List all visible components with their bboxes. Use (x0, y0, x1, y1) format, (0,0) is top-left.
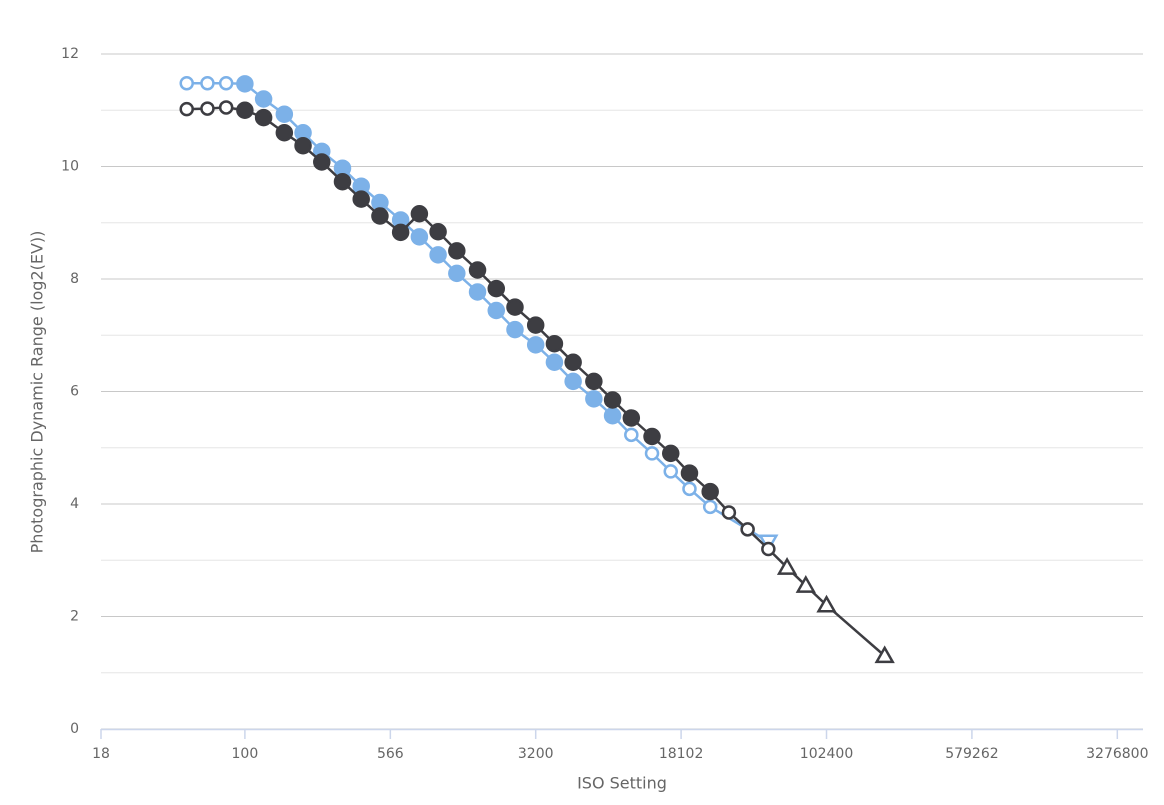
x-axis-label: ISO Setting (577, 774, 667, 793)
point-marker (795, 575, 816, 593)
point-marker (487, 301, 506, 320)
point-marker (448, 242, 466, 260)
point-marker (468, 261, 487, 279)
point-marker (448, 264, 466, 283)
point-marker (702, 499, 718, 515)
x-tick-label: 579262 (945, 746, 998, 762)
point-marker (526, 316, 545, 334)
point-marker (624, 427, 639, 443)
point-marker (585, 372, 603, 391)
point-marker (506, 320, 524, 339)
y-axis-label: Photographic Dynamic Range (log2(EV)) (28, 231, 47, 554)
x-tick-label: 566 (377, 746, 404, 762)
point-marker (200, 76, 215, 91)
y-tick-label: 4 (70, 496, 79, 512)
point-marker (487, 279, 506, 298)
point-marker (545, 353, 564, 371)
y-tick-label: 12 (61, 46, 79, 62)
point-marker (236, 101, 254, 119)
point-marker (371, 207, 389, 225)
point-marker (874, 645, 895, 664)
point-marker (200, 101, 215, 116)
point-marker (680, 464, 699, 482)
x-tick-label: 3276800 (1086, 746, 1148, 762)
point-marker (643, 427, 661, 446)
point-marker (391, 223, 410, 242)
point-marker (644, 446, 660, 461)
point-marker (218, 76, 234, 91)
y-tick-label: 2 (70, 609, 79, 625)
point-marker (506, 298, 524, 316)
point-marker (585, 390, 603, 408)
point-marker (622, 409, 641, 427)
point-marker (313, 153, 331, 171)
point-marker (429, 246, 447, 264)
x-tick-label: 18102 (659, 746, 704, 762)
y-tick-label: 6 (70, 384, 79, 400)
point-marker (564, 353, 582, 371)
x-tick-label: 18 (92, 746, 110, 762)
point-marker (254, 108, 273, 127)
y-tick-label: 10 (61, 159, 79, 175)
y-tick-label: 8 (70, 271, 79, 287)
point-marker (254, 90, 273, 108)
point-marker (429, 223, 447, 241)
point-marker (545, 334, 564, 353)
point-marker (663, 464, 678, 479)
point-marker (275, 105, 294, 123)
point-marker (682, 481, 697, 497)
point-marker (816, 594, 837, 613)
point-marker (179, 101, 194, 117)
point-marker (721, 505, 737, 520)
point-marker (603, 406, 622, 425)
point-marker (661, 444, 680, 463)
point-marker (236, 75, 254, 93)
point-marker (761, 541, 776, 557)
point-marker (740, 522, 755, 537)
point-marker (603, 391, 622, 409)
x-tick-label: 102400 (800, 746, 853, 762)
point-marker (564, 372, 582, 391)
point-marker (179, 76, 194, 91)
y-tick-label: 0 (70, 721, 79, 737)
point-marker (526, 336, 545, 354)
point-marker (333, 172, 352, 191)
point-marker (468, 283, 487, 301)
point-marker (275, 124, 294, 142)
x-tick-label: 100 (232, 746, 259, 762)
x-tick-label: 3200 (518, 746, 554, 762)
point-marker (410, 228, 429, 246)
point-marker (776, 557, 798, 575)
point-marker (294, 136, 312, 155)
point-marker (410, 205, 429, 223)
point-marker (352, 190, 370, 208)
point-marker (218, 100, 234, 115)
point-marker (701, 482, 719, 501)
